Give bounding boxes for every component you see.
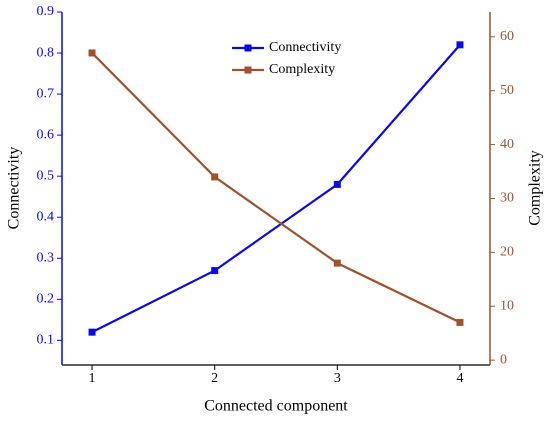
legend-label: Complexity	[269, 62, 335, 77]
point-marker	[211, 267, 219, 275]
point-marker	[211, 173, 219, 181]
x-tick-label: 2	[211, 371, 218, 386]
point-marker	[88, 328, 96, 336]
y-tick-label: 0.6	[37, 127, 55, 142]
y-tick-label: 0.2	[37, 292, 55, 307]
y-tick-label: 0.8	[37, 45, 55, 60]
point-marker	[456, 318, 464, 326]
y-tick-label: 0.7	[37, 86, 55, 101]
y2-tick-label: 10	[500, 298, 514, 313]
y-tick-label: 0.1	[37, 333, 55, 348]
y-tick-label: 0.4	[37, 209, 55, 224]
x-tick-label: 3	[334, 371, 341, 386]
y2-tick-label: 20	[500, 245, 514, 260]
point-marker	[456, 41, 464, 49]
point-marker	[88, 49, 96, 57]
y2-tick-label: 30	[500, 191, 514, 206]
y-tick-label: 0.5	[37, 168, 55, 183]
y-tick-label: 0.3	[37, 250, 55, 265]
y2-tick-label: 50	[500, 83, 514, 98]
x-axis-title: Connected component	[204, 398, 348, 415]
x-tick-label: 1	[89, 371, 96, 386]
y2-tick-label: 0	[500, 352, 507, 367]
legend-marker	[244, 66, 252, 74]
legend-label: Connectivity	[269, 40, 341, 55]
y2-tick-label: 60	[500, 29, 514, 44]
y2-axis-title: Complexity	[527, 150, 544, 226]
y-axis-title: Connectivity	[6, 147, 23, 230]
legend-marker	[244, 44, 252, 52]
point-marker	[333, 259, 341, 267]
y2-tick-label: 40	[500, 137, 514, 152]
series-line	[91, 44, 461, 334]
point-marker	[333, 180, 341, 188]
x-tick-label: 4	[456, 371, 463, 386]
series-line	[91, 52, 461, 324]
y-tick-label: 0.9	[37, 4, 55, 19]
